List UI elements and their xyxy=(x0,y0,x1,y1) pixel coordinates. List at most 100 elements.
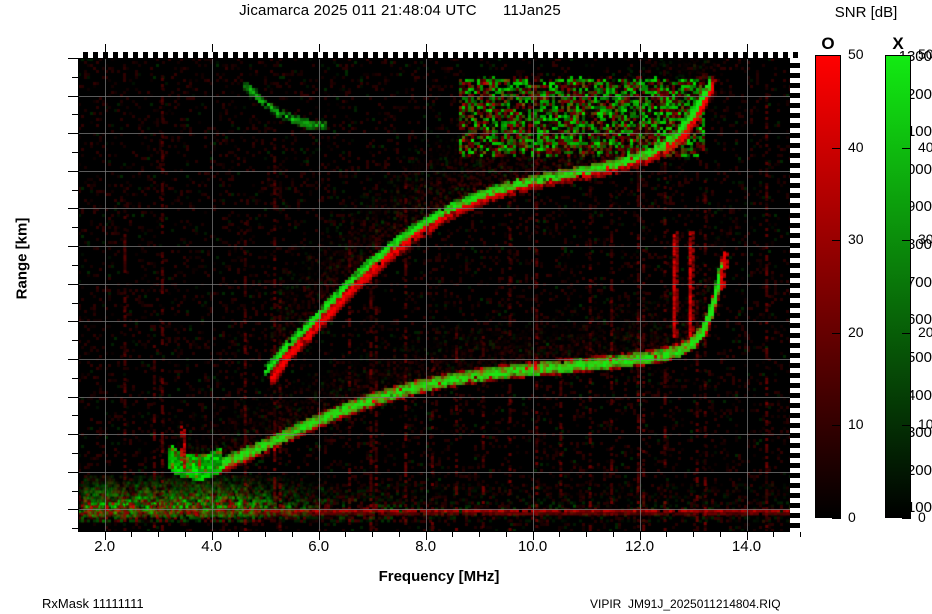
x-tick-minor xyxy=(479,532,481,537)
gridline-horizontal xyxy=(78,434,800,436)
colorbar-tick xyxy=(902,425,911,427)
colorbar-tick-label: 20 xyxy=(848,323,864,340)
colorbar-tick xyxy=(832,332,841,334)
x-tick-minor xyxy=(505,532,507,537)
colorbar-tick xyxy=(832,55,841,56)
y-tick xyxy=(68,358,78,360)
x-tick-minor xyxy=(265,532,267,537)
y-tick xyxy=(68,133,78,135)
rxmask-label: RxMask 11111111 xyxy=(42,596,144,611)
x-tick-label: 14.0 xyxy=(731,538,762,555)
x-tick-minor xyxy=(372,532,374,537)
gridline-vertical xyxy=(211,58,213,532)
colorbar-tick xyxy=(832,147,841,149)
colorbar-tick xyxy=(902,147,911,149)
y-tick-minor xyxy=(72,302,78,304)
x-axis-label: Frequency [MHz] xyxy=(378,568,500,585)
ionogram-canvas xyxy=(78,58,800,532)
gridline-horizontal xyxy=(78,170,800,172)
colorbar-tick xyxy=(902,518,911,519)
colorbar-tick xyxy=(902,55,911,56)
x-tick-minor xyxy=(666,532,668,537)
gridline-horizontal xyxy=(78,321,800,323)
x-tick-minor xyxy=(452,532,454,537)
gridline-horizontal xyxy=(78,133,800,135)
x-tick-minor xyxy=(158,532,160,537)
y-tick-label: 900 xyxy=(906,198,932,216)
x-tick-label: 6.0 xyxy=(308,538,330,555)
x-tick-minor xyxy=(612,532,614,537)
gridline-horizontal xyxy=(78,509,800,511)
x-tick-minor xyxy=(345,532,347,537)
colorbar-tick xyxy=(902,332,911,334)
x-tick-top xyxy=(104,44,106,52)
gridline-horizontal xyxy=(78,283,800,285)
gridline-vertical xyxy=(104,58,106,532)
colorbar-tick xyxy=(832,518,841,519)
x-tick-minor xyxy=(238,532,240,537)
y-tick xyxy=(68,58,78,59)
y-tick-minor xyxy=(72,264,78,266)
y-tick-minor xyxy=(72,377,78,379)
y-tick xyxy=(68,321,78,323)
y-tick-minor xyxy=(72,528,78,530)
x-tick-label: 10.0 xyxy=(517,538,548,555)
colorbar-tick-label: 20 xyxy=(918,323,932,340)
page-title: Jicamarca 2025 011 21:48:04 UTC 11Jan25 xyxy=(239,2,561,19)
gridline-vertical xyxy=(639,58,641,532)
y-tick xyxy=(68,509,78,511)
x-tick-minor xyxy=(719,532,721,537)
colorbar-title: SNR [dB] xyxy=(834,4,898,21)
gridline-horizontal xyxy=(78,208,800,210)
colorbar-tick-label: 50 xyxy=(848,46,864,62)
x-tick-top xyxy=(639,44,641,52)
colorbar-tick-label: 10 xyxy=(918,416,932,433)
ionogram-plot xyxy=(78,58,800,532)
colorbar-x-mode xyxy=(885,55,911,518)
x-tick-minor xyxy=(398,532,400,537)
y-tick-minor xyxy=(72,189,78,191)
y-tick-label: 200 xyxy=(906,461,932,479)
gridline-horizontal xyxy=(78,396,800,398)
y-tick-label: 600 xyxy=(906,311,932,329)
y-tick xyxy=(68,246,78,248)
x-tick xyxy=(532,532,534,540)
x-tick xyxy=(639,532,641,540)
colorbar-o-mode xyxy=(815,55,841,518)
y-tick-minor xyxy=(72,114,78,116)
x-tick-label: 2.0 xyxy=(94,538,116,555)
x-tick-minor xyxy=(131,532,133,537)
y-tick xyxy=(68,434,78,436)
x-tick-label: 4.0 xyxy=(201,538,223,555)
y-tick-minor xyxy=(72,415,78,417)
colorbar-tick-label: 50 xyxy=(918,46,932,62)
colorbar-tick-label: 30 xyxy=(848,231,864,248)
colorbar-o-letter: O xyxy=(821,34,835,53)
colorbar-tick-label: 30 xyxy=(918,231,932,248)
plot-top-edge-decoration xyxy=(78,52,800,58)
y-tick xyxy=(68,170,78,172)
colorbar-tick-label: 40 xyxy=(848,138,864,155)
y-tick xyxy=(68,471,78,473)
gridline-horizontal xyxy=(78,471,800,473)
y-tick-label: 500 xyxy=(906,348,932,366)
y-tick-label: 700 xyxy=(906,273,932,291)
colorbar-tick-label: 0 xyxy=(918,509,926,525)
colorbar-tick-label: 0 xyxy=(848,509,856,525)
y-tick-minor xyxy=(72,76,78,78)
y-tick xyxy=(68,283,78,285)
gridline-horizontal xyxy=(78,246,800,248)
x-tick xyxy=(425,532,427,540)
x-tick-top xyxy=(746,44,748,52)
x-tick-label: 12.0 xyxy=(624,538,655,555)
x-tick-minor xyxy=(800,532,801,537)
x-tick-minor xyxy=(559,532,561,537)
y-axis-label: Range [km] xyxy=(13,217,31,300)
x-tick-top xyxy=(211,44,213,52)
colorbar-x-letter: X xyxy=(892,34,904,53)
y-tick-label: 100 xyxy=(906,499,932,517)
y-tick-minor xyxy=(72,340,78,342)
gridline-horizontal xyxy=(78,358,800,360)
x-tick xyxy=(104,532,106,540)
gridline-horizontal xyxy=(78,95,800,97)
